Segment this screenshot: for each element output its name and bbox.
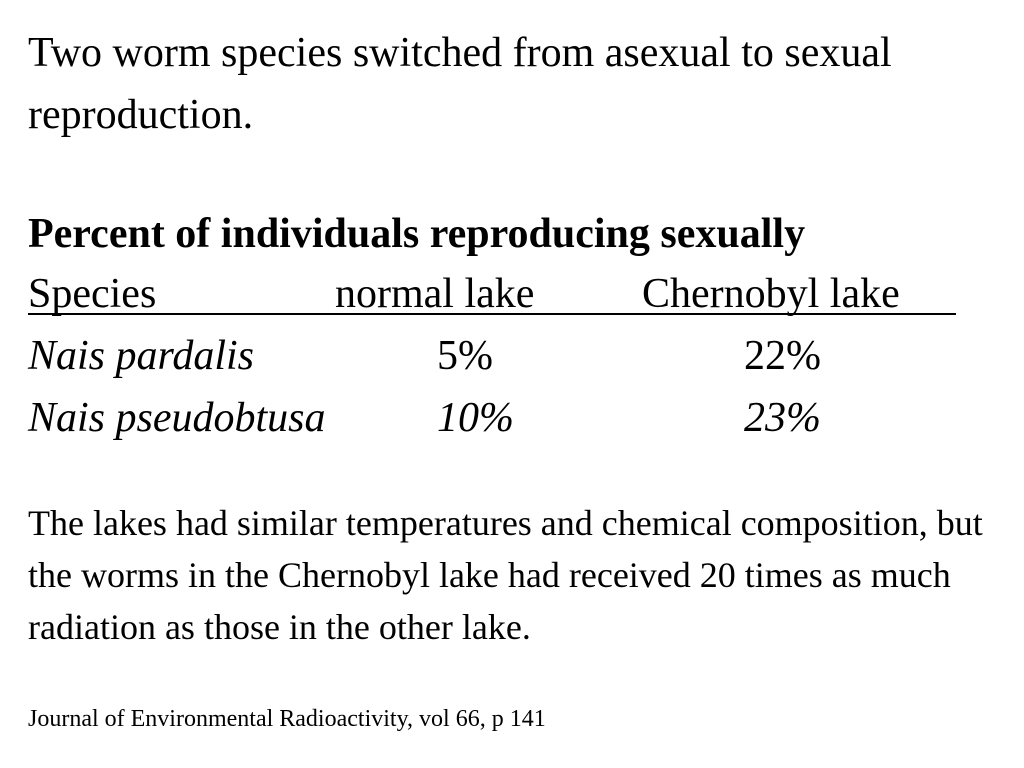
table-header-row: Species normal lake Chernobyl lake: [28, 264, 958, 324]
species-name: Nais pseudobtusa: [28, 395, 326, 441]
normal-lake-value: 5%: [437, 333, 493, 379]
species-name: Nais pardalis: [28, 333, 254, 379]
chernobyl-lake-value: 22%: [744, 333, 821, 379]
header-chernobyl-lake: Chernobyl lake: [642, 271, 900, 317]
header-normal-lake: normal lake: [335, 271, 535, 317]
citation: Journal of Environmental Radioactivity, …: [28, 706, 546, 732]
chernobyl-lake-value: 23%: [744, 395, 821, 441]
header-species: Species: [28, 271, 157, 317]
body-text: The lakes had similar temperatures and c…: [28, 503, 983, 647]
header-underline: [28, 313, 956, 315]
table-title: Percent of individuals reproducing sexua…: [28, 211, 806, 257]
normal-lake-value: 10%: [437, 395, 514, 441]
intro-text: Two worm species switched from asexual t…: [28, 30, 892, 138]
